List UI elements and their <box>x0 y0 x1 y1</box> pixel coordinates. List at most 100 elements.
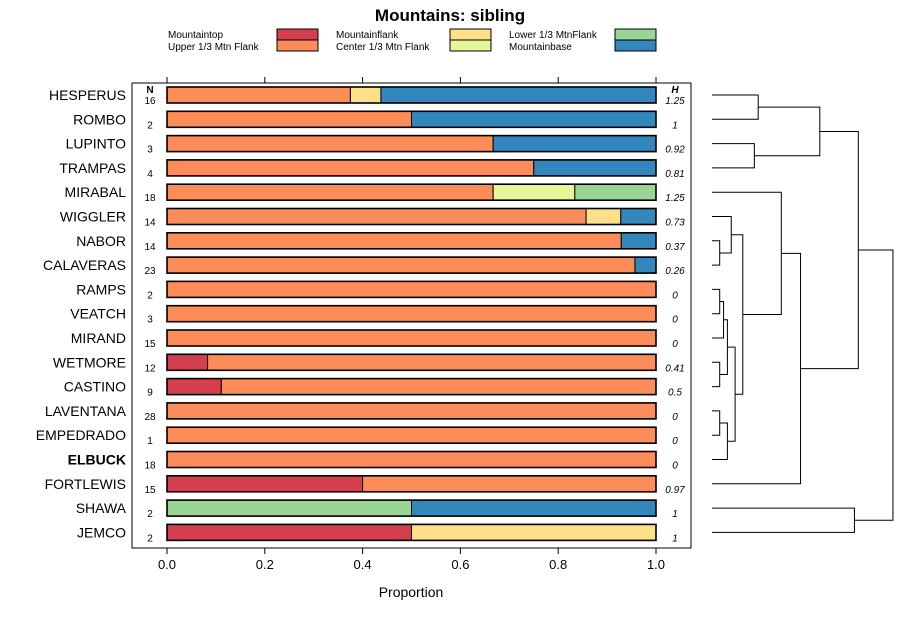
row-h-value: 0.92 <box>665 145 685 156</box>
row-fortlewis: FORTLEWIS 15 0.97 <box>45 474 685 496</box>
row-empedrado: EMPEDRADO 1 0 <box>36 426 678 447</box>
panel-frame <box>131 82 692 549</box>
row-n-value: 2 <box>147 533 153 544</box>
legend-label: Mountaintop <box>168 30 223 41</box>
bar-segment-mountaintop <box>166 353 209 371</box>
dendrogram-link-l <box>727 346 736 442</box>
dendrogram-link-d <box>712 240 721 266</box>
bar-segment-mountainbase <box>533 159 657 177</box>
row-h-value: 0.81 <box>665 169 684 180</box>
bar-outline <box>166 159 657 177</box>
bar-segment-upper-1-3-mtn-flank <box>166 426 657 444</box>
bar-segment-upper-1-3-mtn-flank <box>166 256 636 274</box>
bar-segment-mountainbase <box>492 135 657 153</box>
legend-item-center-1-3-mtn-flank: Center 1/3 Mtn Flank <box>336 39 492 53</box>
bar-segment-upper-1-3-mtn-flank <box>166 402 657 420</box>
row-label: VEATCH <box>70 306 126 322</box>
dendrogram-link-a <box>712 94 759 120</box>
row-calaveras: CALAVERAS 23 0.26 <box>43 256 685 277</box>
bar-outline <box>166 377 657 396</box>
row-label: HESPERUS <box>49 87 126 103</box>
bar-outline <box>166 207 657 226</box>
x-tick-label: 0.6 <box>451 557 469 572</box>
bar-segment-upper-1-3-mtn-flank <box>220 378 657 396</box>
row-n-value: 12 <box>144 363 156 374</box>
row-n-value: 4 <box>147 169 153 180</box>
legend-item-mountaintop: Mountaintop <box>168 28 319 41</box>
bar-segment-lower-1-3-mtnflank <box>166 499 412 517</box>
legend-label: Center 1/3 Mtn Flank <box>336 42 430 53</box>
bar-segment-mountainflank <box>349 86 382 104</box>
row-wetmore: WETMORE 12 0.41 <box>53 353 685 374</box>
row-h-value: 1.25 <box>665 193 685 204</box>
row-label: FORTLEWIS <box>45 476 126 492</box>
row-h-value: 0.5 <box>668 388 682 399</box>
bar-outline <box>166 134 657 153</box>
row-hesperus: HESPERUS 16 1.25 <box>49 86 685 107</box>
row-n-value: 3 <box>147 145 153 156</box>
bar-segment-mountainbase <box>620 232 657 250</box>
row-n-value: 18 <box>144 461 156 472</box>
dendrogram-link-m <box>731 234 744 395</box>
row-wiggler: WIGGLER 14 0.73 <box>60 207 685 229</box>
dendrogram-link-o <box>712 252 802 485</box>
row-h-value: 1 <box>672 509 678 520</box>
dendrogram-link-j <box>712 410 721 436</box>
row-veatch: VEATCH 3 0 <box>70 304 678 326</box>
chart-title: Mountains: sibling <box>375 6 525 25</box>
dendrogram-link-f <box>712 288 721 315</box>
row-n-value: 28 <box>144 412 156 423</box>
bar-outline <box>166 329 657 347</box>
row-n-value: 2 <box>147 509 153 520</box>
row-mirand: MIRAND 15 0 <box>71 329 678 350</box>
row-castino: CASTINO 9 0.5 <box>64 377 682 399</box>
bar-segment-center-1-3-mtn-flank <box>492 183 576 201</box>
legend-label: Mountainbase <box>509 42 572 53</box>
row-label: LAVENTANA <box>45 403 127 419</box>
bar-outline <box>166 426 657 445</box>
row-n-value: 9 <box>147 388 153 399</box>
row-label: ELBUCK <box>68 452 126 468</box>
row-label: CASTINO <box>64 379 126 395</box>
bar-segment-upper-1-3-mtn-flank <box>166 280 657 298</box>
legend-item-mountainbase: Mountainbase <box>509 39 657 53</box>
row-n-value: 2 <box>147 120 153 131</box>
bar-outline <box>166 280 657 299</box>
row-label: NABOR <box>76 233 126 249</box>
bar-segment-upper-1-3-mtn-flank <box>166 86 351 104</box>
row-label: EMPEDRADO <box>36 427 126 443</box>
row-label: MIRABAL <box>65 184 127 200</box>
x-tick-label: 1.0 <box>647 557 665 572</box>
x-tick-label: 0.8 <box>549 557 567 572</box>
row-h-value: 0.41 <box>665 363 684 374</box>
bar-segment-lower-1-3-mtnflank <box>574 183 657 201</box>
bar-segment-upper-1-3-mtn-flank <box>166 305 657 323</box>
bar-outline <box>166 86 657 104</box>
bar-segment-mountaintop <box>166 523 412 541</box>
bar-rows: HESPERUS 16 1.25 ROMBO 2 1 LUPINTO 3 0.92 TRAMPAS… <box>36 86 685 544</box>
dendrogram-link-p <box>800 130 859 370</box>
row-jemco: JEMCO 2 1 <box>77 523 678 544</box>
row-h-value: 0.97 <box>665 485 685 496</box>
row-h-value: 0 <box>672 290 678 301</box>
legend-swatch <box>276 39 319 52</box>
bar-outline <box>166 232 657 250</box>
row-trampas: TRAMPAS 4 0.81 <box>59 159 685 180</box>
bar-outline <box>166 474 657 493</box>
bar-segment-upper-1-3-mtn-flank <box>362 475 657 493</box>
bar-segment-upper-1-3-mtn-flank <box>207 353 657 371</box>
row-n-value: 16 <box>144 96 156 107</box>
bar-outline <box>166 110 657 129</box>
bar-segment-mountainflank <box>411 523 657 541</box>
row-label: LUPINTO <box>66 136 127 152</box>
bar-segment-upper-1-3-mtn-flank <box>166 183 494 201</box>
legend-item-mountainflank: Mountainflank <box>336 28 492 41</box>
row-shawa: SHAWA 2 1 <box>76 499 678 520</box>
dendrogram-link-g <box>712 301 725 339</box>
row-n-value: 15 <box>144 485 156 496</box>
row-lupinto: LUPINTO 3 0.92 <box>66 134 685 156</box>
row-n-value: 1 <box>147 436 153 447</box>
legend-swatch <box>614 39 657 52</box>
row-h-value: 0 <box>672 315 678 326</box>
